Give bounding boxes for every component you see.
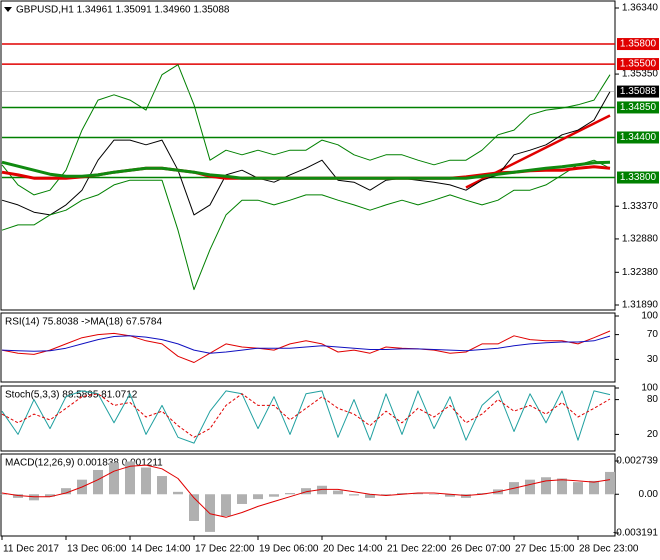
panel — [0, 453, 616, 537]
series-line — [1, 159, 611, 291]
y-tick-label: 0.00 — [639, 489, 659, 500]
histogram-bar — [13, 494, 23, 498]
menu-arrow[interactable] — [4, 7, 12, 12]
level-label-box — [617, 58, 659, 71]
series-line — [1, 91, 611, 216]
histogram-bar — [237, 494, 247, 504]
series-line — [1, 464, 611, 518]
level-label-box — [617, 101, 659, 114]
histogram-bar — [317, 485, 327, 495]
x-tick-label: 11 Dec 2017 — [3, 544, 59, 555]
level-label: 1.35800 — [620, 39, 657, 50]
histogram-bar — [525, 479, 535, 495]
series-line — [1, 390, 611, 444]
series-line — [1, 330, 611, 363]
y-tick-label: 100 — [641, 383, 658, 394]
level-label: 1.35500 — [620, 59, 657, 70]
histogram-bar — [173, 491, 183, 495]
x-tick-label: 26 Dec 07:00 — [451, 544, 511, 555]
price-label: 1.35088 — [620, 86, 657, 97]
series-line — [1, 64, 611, 196]
x-tick-label: 13 Dec 06:00 — [67, 544, 127, 555]
x-tick-label: 27 Dec 15:00 — [515, 544, 575, 555]
y-tick-label: 70 — [647, 329, 659, 340]
panel-title: GBPUSD,H1 1.34961 1.35091 1.34960 1.3508… — [16, 5, 230, 16]
x-tick-label: 14 Dec 14:00 — [131, 544, 191, 555]
y-tick-label: 80 — [647, 394, 659, 405]
y-tick-label: -0.003191 — [613, 528, 658, 539]
histogram-bar — [253, 494, 263, 500]
level-label: 1.33800 — [620, 172, 657, 183]
panel — [0, 0, 616, 311]
y-tick-label: 1.32880 — [622, 234, 659, 245]
series-line — [1, 160, 611, 180]
histogram-bar — [445, 494, 455, 497]
x-tick-label: 21 Dec 22:00 — [387, 544, 447, 555]
histogram-bar — [381, 494, 391, 496]
histogram-bar — [109, 462, 119, 495]
histogram-bar — [557, 478, 567, 495]
level-label-box — [617, 131, 659, 144]
y-tick-label: 30 — [647, 354, 659, 365]
histogram-bar — [541, 477, 551, 495]
series-line — [1, 335, 611, 354]
level-label-box — [617, 171, 659, 184]
histogram-bar — [221, 494, 231, 517]
y-tick-label: 1.33370 — [622, 201, 659, 212]
y-tick-label: 20 — [647, 429, 659, 440]
histogram-bar — [157, 476, 167, 495]
histogram-bar — [189, 494, 199, 521]
histogram-bar — [573, 482, 583, 495]
y-tick-label: 1.35350 — [622, 69, 659, 80]
panel-title: RSI(14) 75.8038 ->MA(18) 67.5784 — [5, 317, 162, 328]
histogram-bar — [45, 494, 55, 497]
histogram-bar — [269, 494, 279, 497]
y-tick-label: 1.31890 — [622, 300, 659, 311]
panel — [0, 312, 616, 383]
level-label-box — [617, 38, 659, 51]
histogram-bar — [301, 488, 311, 495]
histogram-bar — [61, 488, 71, 495]
series-line — [1, 393, 611, 438]
histogram-bar — [285, 493, 295, 495]
histogram-bar — [333, 490, 343, 495]
histogram-bar — [0, 494, 7, 495]
histogram-bar — [461, 494, 471, 498]
histogram-bar — [141, 467, 151, 495]
price-label-box — [617, 85, 659, 98]
y-tick-label: 1.32380 — [622, 267, 659, 278]
histogram-bar — [605, 471, 615, 495]
x-tick-label: 28 Dec 23:00 — [579, 544, 639, 555]
level-label: 1.34850 — [620, 102, 657, 113]
y-tick-label: 1.36340 — [622, 3, 659, 14]
y-tick-label: 100 — [641, 311, 658, 322]
histogram-bar — [413, 493, 423, 495]
panel-title: MACD(12,26,9) 0.001838 0.001211 — [5, 458, 163, 469]
histogram-bar — [365, 494, 375, 498]
histogram-bar — [429, 494, 439, 495]
histogram-bar — [29, 494, 39, 501]
histogram-bar — [93, 469, 103, 495]
histogram-bar — [589, 480, 599, 495]
histogram-bar — [397, 493, 407, 495]
histogram-bar — [477, 493, 487, 495]
x-tick-label: 17 Dec 22:00 — [195, 544, 255, 555]
x-tick-label: 19 Dec 06:00 — [259, 544, 319, 555]
y-tick-label: 0.002739 — [616, 456, 658, 467]
x-tick-label: 20 Dec 14:00 — [323, 544, 383, 555]
histogram-bar — [125, 461, 135, 495]
panel — [0, 385, 616, 452]
histogram-bar — [349, 494, 359, 496]
level-label: 1.34400 — [620, 132, 657, 143]
